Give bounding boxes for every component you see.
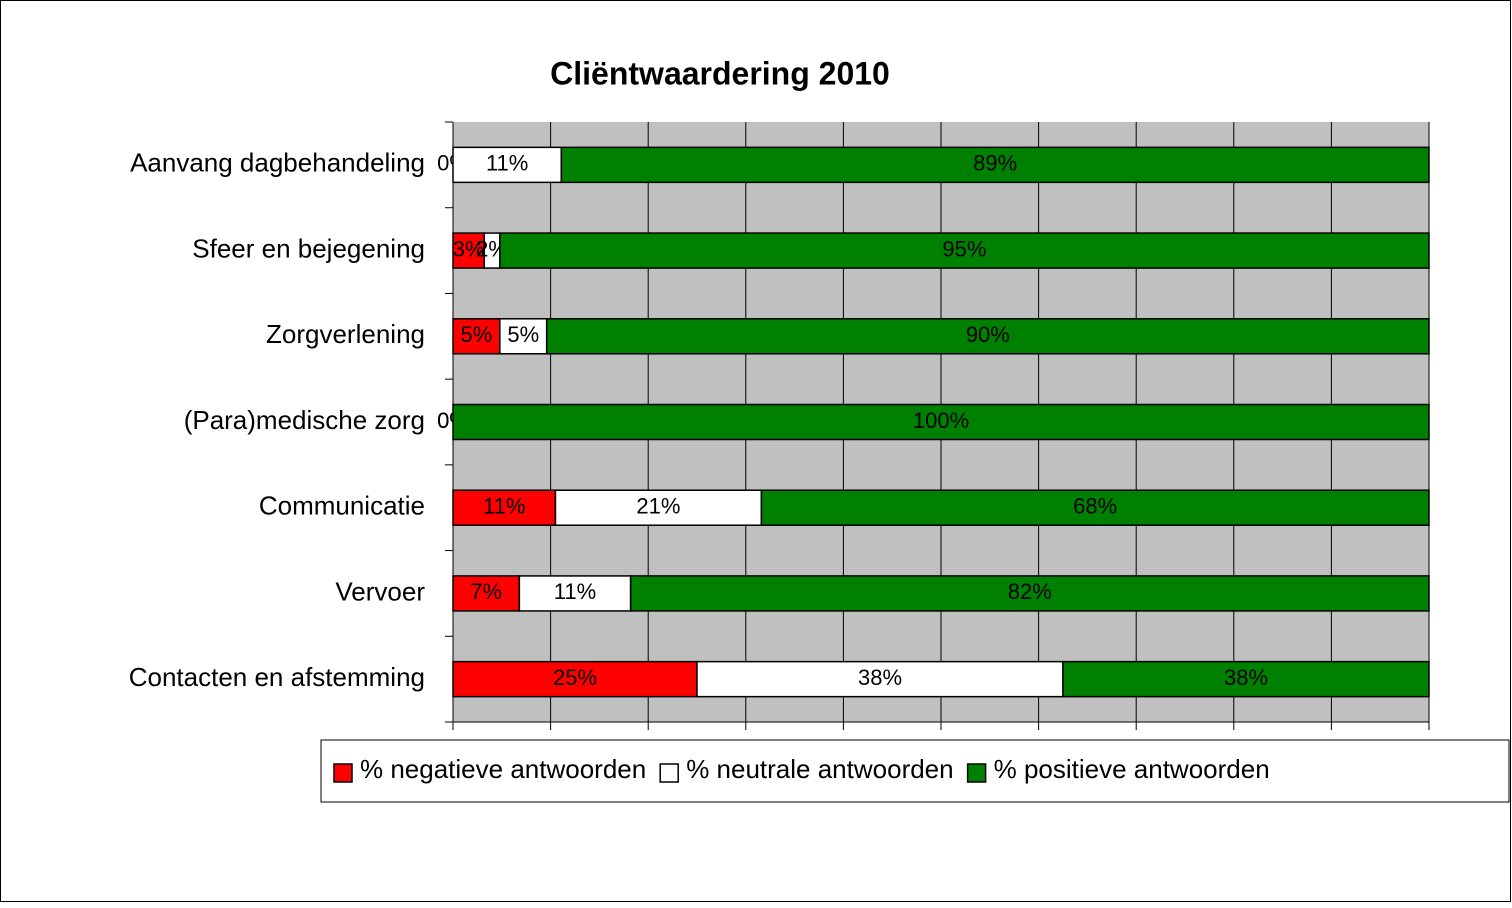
legend-label: % positieve antwoorden (994, 754, 1270, 784)
bar-segment (518, 575, 632, 612)
data-label: 11% (486, 151, 528, 176)
data-label: 90% (966, 322, 1010, 347)
data-label: 82% (1008, 579, 1052, 604)
data-label: 95% (942, 236, 986, 261)
data-label: 3% (453, 236, 485, 261)
data-label: 38% (858, 665, 902, 690)
data-label: 7% (470, 579, 502, 604)
y-tick-label: Vervoer (335, 576, 425, 606)
y-tick-label: Zorgverlening (266, 319, 425, 349)
data-label: 5% (507, 322, 539, 347)
data-label: 5% (461, 322, 493, 347)
legend-swatch (659, 763, 679, 783)
bar-segment (554, 489, 763, 526)
y-tick-label: (Para)medische zorg (184, 405, 425, 435)
data-label: 21% (636, 494, 680, 519)
data-label: 25% (553, 665, 597, 690)
y-tick-label: Aanvang dagbehandeling (130, 148, 425, 178)
bar-segment (499, 232, 1430, 269)
bar-segment (452, 318, 501, 355)
legend-swatch (333, 763, 353, 783)
data-label: 100% (913, 408, 969, 433)
data-label: 11% (554, 579, 596, 604)
bar-segment (452, 489, 557, 526)
legend-swatch (966, 763, 987, 783)
data-label: 89% (973, 151, 1017, 176)
data-label: 68% (1073, 494, 1117, 519)
bar-segment (452, 403, 1430, 441)
data-label: 11% (483, 494, 525, 519)
bar-segment (1062, 660, 1430, 698)
y-tick-label: Communicatie (259, 491, 425, 521)
bar-segment (629, 575, 1430, 612)
y-tick-label: Sfeer en bejegening (192, 233, 425, 263)
data-label: 38% (1224, 665, 1268, 690)
bar-segment (560, 146, 1430, 184)
legend-label: % negatieve antwoorden (360, 754, 646, 784)
y-tick-label: Contacten en afstemming (129, 662, 425, 692)
bar-segment (760, 489, 1430, 526)
legend-label: % neutrale antwoorden (686, 754, 953, 784)
bar-segment (452, 575, 521, 612)
chart-title: Cliëntwaardering 2010 (550, 55, 890, 91)
legend-box (320, 739, 1510, 803)
bar-segment (545, 318, 1430, 355)
bar-segment (452, 146, 563, 184)
bar-segment (696, 660, 1064, 698)
